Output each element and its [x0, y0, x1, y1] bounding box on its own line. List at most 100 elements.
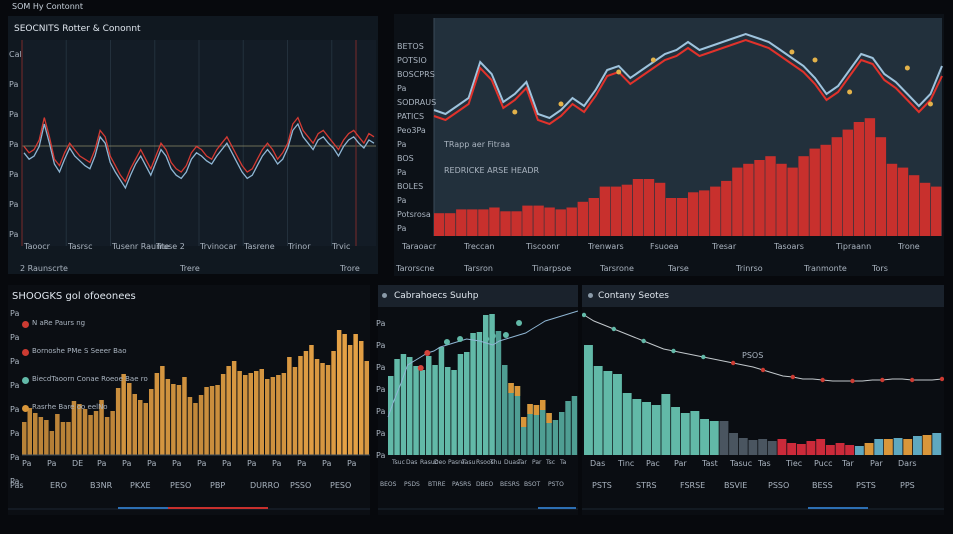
panel5-bar	[767, 441, 777, 455]
panel4-chart	[378, 310, 578, 510]
panel3-bar	[347, 345, 353, 455]
panel2-x-tick: Tipraann	[836, 242, 872, 251]
panel2-bar	[643, 179, 655, 236]
panel2-bar	[445, 213, 456, 236]
panel3-bar	[27, 408, 32, 455]
panel2-marker	[650, 57, 656, 63]
panel2-bar	[654, 182, 666, 236]
panel2-bar	[577, 201, 588, 236]
panel5-bar	[613, 374, 622, 455]
panel2-marker	[616, 69, 622, 75]
panel3-bar	[270, 377, 276, 455]
panel5-bar	[603, 371, 613, 455]
panel3-bar	[254, 371, 259, 455]
panel2-y-tick: BOSCPRS	[397, 70, 435, 79]
panel3-bar	[88, 415, 93, 455]
panel5-marker	[671, 348, 676, 354]
panel2-bar	[931, 186, 942, 236]
panel3-x-tick: Pa	[97, 459, 107, 468]
panel5-x-tick: Tas	[758, 459, 771, 468]
panel4-marker	[483, 336, 490, 342]
panel2-bar	[853, 122, 865, 236]
panel2-y-tick: BETOS	[397, 42, 424, 51]
panel4-x-tick: Tsuc	[392, 459, 405, 466]
panel2-axis-bg	[394, 14, 434, 236]
panel5-marker	[880, 377, 885, 383]
panel5-bar	[854, 446, 864, 455]
panel2-y-tick: Pa	[397, 168, 407, 177]
panel4-footer-label: BEOS	[380, 481, 397, 488]
panel3-x-tick: Pa	[22, 459, 32, 468]
panel4-bar	[400, 354, 407, 455]
panel3-y-tick: Pa	[10, 333, 20, 342]
panel3-bar	[353, 334, 358, 455]
panel4-bar	[432, 365, 438, 455]
panel4-x-tick: Rasuc	[420, 459, 438, 466]
panel2-y-tick: POTSIO	[397, 56, 427, 65]
panel3-footer-label: ERO	[50, 481, 67, 490]
panel1-x-tick: Trvic	[332, 242, 351, 251]
panel3-bar	[110, 411, 115, 455]
panel3-bar	[44, 420, 49, 455]
panel5-bar	[719, 421, 729, 455]
panel3-x-tick: Pa	[247, 459, 257, 468]
panel3-bar	[149, 389, 154, 455]
panel2-annotation-1: TRapp aer Fitraa	[444, 140, 510, 149]
panel2-footer-label: Tarsron	[464, 264, 493, 273]
panel1-series-blue	[23, 122, 375, 190]
panel2-bar	[842, 129, 853, 236]
header-title: SOM Hy Contonnt	[12, 2, 83, 11]
panel3-legend-item: N aRe Paurs ng	[32, 319, 86, 327]
panel2-y-tick: Pa	[397, 84, 407, 93]
panel3-x-tick: Pa	[222, 459, 232, 468]
panel5-bar	[622, 393, 632, 455]
panel5-marker	[582, 312, 587, 318]
panel5-bar	[932, 433, 942, 455]
panel4-y-tick: Pa	[376, 319, 386, 328]
panel3-footer-label: B3NR	[90, 481, 113, 490]
panel2-footer-label: Tors	[872, 264, 888, 273]
panel4-bar	[571, 396, 578, 455]
panel3-bar	[220, 374, 226, 455]
panel5-bar	[738, 438, 748, 455]
panel5-x-tick: Tar	[842, 459, 854, 468]
panel3-footer-label: PESO	[330, 481, 352, 490]
panel3-legend-dot	[22, 377, 29, 384]
panel2-x-tick: Tresar	[712, 242, 737, 251]
panel2-x-tick: Taraoacr	[402, 242, 437, 251]
panel5-marker	[730, 360, 736, 366]
panel3-bar	[248, 373, 253, 455]
panel4-y-tick: Pa	[376, 341, 386, 350]
panel2-x-tick: Fsuoea	[650, 242, 679, 251]
panel3-bar	[331, 351, 336, 455]
panel4-bar-cap	[527, 404, 533, 414]
panel2-bar	[511, 211, 522, 236]
panel1-x-tick: Taoocr	[24, 242, 50, 251]
panel2-bar	[754, 160, 765, 236]
panel5-marker	[790, 374, 796, 380]
panel3-bar	[121, 374, 126, 455]
panel4-bar	[470, 333, 476, 455]
panel2-bar	[820, 144, 831, 236]
panel4-footer-label: BSOT	[524, 481, 541, 488]
panel5-bar	[816, 439, 826, 455]
panel3-bar	[154, 373, 160, 455]
panel2-footer-label: Tarorscne	[396, 264, 435, 273]
panel4-bar	[476, 332, 483, 455]
panel4-bar	[489, 314, 495, 455]
panel4-y-tick: Pa	[376, 451, 386, 460]
panel1-y-tick: Pa	[9, 140, 19, 149]
panel4-footer-label: BESRS	[500, 481, 520, 488]
panel3-bar	[187, 397, 193, 455]
panel4-bar	[559, 412, 565, 455]
panel5-bar	[642, 402, 651, 455]
panel4-bar	[407, 357, 413, 455]
panel4-x-tick: Deo	[434, 459, 446, 466]
panel4-bar	[527, 404, 533, 455]
panel3-y-tick: Pa	[10, 429, 20, 438]
panel5-bar	[835, 443, 845, 455]
panel5-bar	[729, 433, 738, 455]
panel2-bar	[864, 118, 876, 236]
panel3-bar	[243, 375, 248, 455]
panel1-x-tick: Trvinocar	[200, 242, 237, 251]
